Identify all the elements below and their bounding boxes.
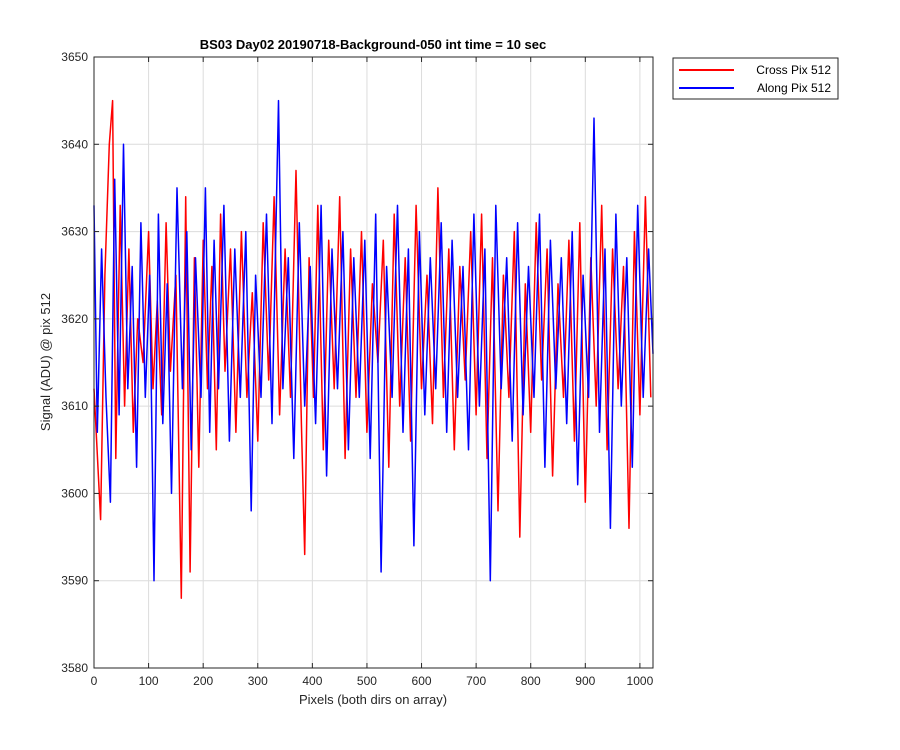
legend-label-along: Along Pix 512 (757, 81, 831, 95)
y-tick-label: 3610 (61, 399, 88, 413)
x-tick-label: 400 (302, 674, 322, 688)
legend: Cross Pix 512 Along Pix 512 (672, 57, 839, 100)
y-tick-label: 3640 (61, 137, 88, 151)
x-tick-label: 200 (193, 674, 213, 688)
x-tick-label: 600 (412, 674, 432, 688)
series-lines (93, 99, 654, 599)
legend-label-cross: Cross Pix 512 (756, 63, 831, 77)
x-tick-label: 800 (521, 674, 541, 688)
legend-box (672, 57, 839, 100)
x-tick-label: 900 (575, 674, 595, 688)
y-tick-label: 3620 (61, 312, 88, 326)
series-line-along-pix-512 (93, 99, 654, 582)
y-tick-label: 3650 (61, 50, 88, 64)
y-tick-label: 3600 (61, 486, 88, 500)
y-tick-label: 3590 (61, 574, 88, 588)
y-tick-label: 3630 (61, 225, 88, 239)
x-tick-label: 0 (91, 674, 98, 688)
x-axis-ticks: 0 100 200 300 400 500 600 700 800 900 1000 (91, 57, 654, 688)
x-tick-label: 700 (466, 674, 486, 688)
y-axis-label: Signal (ADU) @ pix 512 (38, 293, 53, 431)
x-tick-label: 300 (248, 674, 268, 688)
x-tick-label: 1000 (627, 674, 654, 688)
x-tick-label: 100 (139, 674, 159, 688)
y-tick-label: 3580 (61, 661, 88, 675)
plot-frame (93, 56, 654, 669)
y-axis-ticks: 3580 3590 3600 3610 3620 3630 3640 3650 (61, 50, 653, 675)
x-tick-label: 500 (357, 674, 377, 688)
chart-title: BS03 Day02 20190718-Background-050 int t… (200, 37, 547, 52)
x-axis-label: Pixels (both dirs on array) (299, 692, 447, 707)
